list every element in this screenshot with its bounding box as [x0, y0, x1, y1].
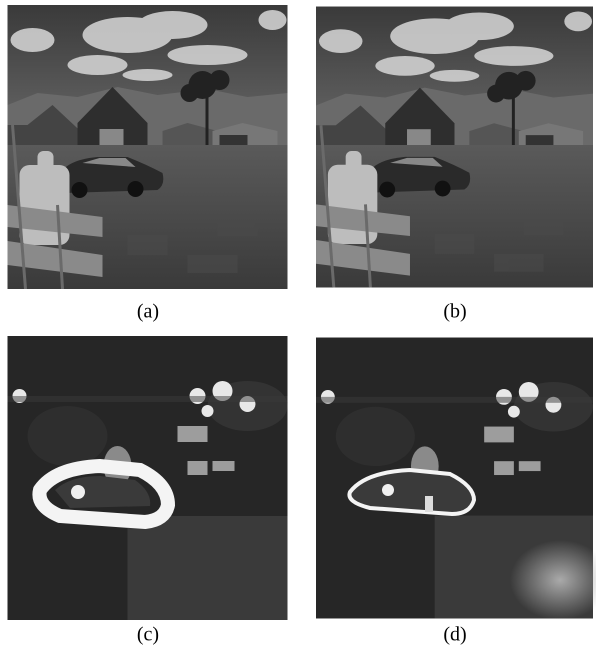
car-highlight — [349, 470, 474, 514]
caption: (a) — [137, 301, 159, 323]
caption: (b) — [443, 301, 466, 323]
photo — [8, 5, 288, 289]
figure: (a) (b) (c) (d) — [0, 0, 596, 651]
panel-d: (d) — [316, 338, 596, 646]
page: (a) (b) (c) (d) (() => { const data = JS… — [0, 0, 596, 651]
panel-b: (b) — [316, 7, 593, 323]
caption: (d) — [443, 624, 466, 646]
panel-a: (a) — [8, 5, 288, 323]
photo — [316, 7, 593, 288]
panel-c: (c) — [8, 336, 288, 646]
caption: (c) — [137, 624, 159, 646]
